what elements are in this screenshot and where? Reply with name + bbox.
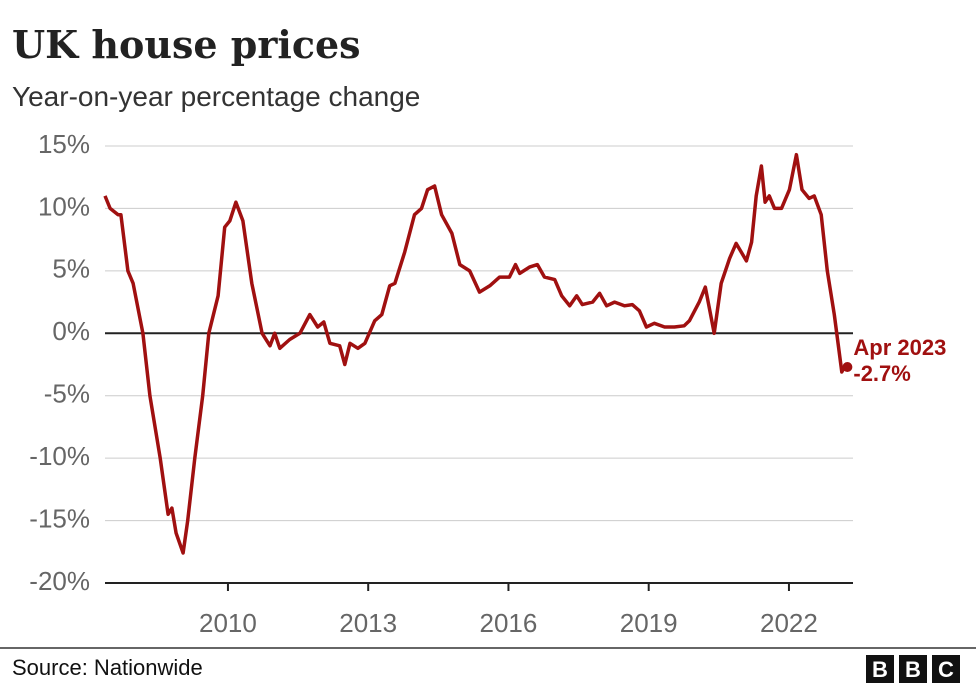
- end-point: [842, 361, 853, 372]
- logo-letter: B: [872, 657, 888, 682]
- x-tick-label: 2022: [760, 608, 818, 638]
- y-tick-label: -20%: [29, 566, 90, 596]
- bbc-logo: B B C: [866, 655, 960, 683]
- chart-subtitle: Year-on-year percentage change: [12, 81, 420, 112]
- end-value-label: -2.7%: [853, 361, 910, 386]
- y-tick-label: 5%: [52, 254, 90, 284]
- x-tick-label: 2016: [480, 608, 538, 638]
- x-tick-label: 2013: [339, 608, 397, 638]
- chart-title: UK house prices: [12, 22, 361, 67]
- logo-letter: C: [938, 657, 954, 682]
- logo-letter: B: [905, 657, 921, 682]
- y-tick-label: 15%: [38, 129, 90, 159]
- end-date-label: Apr 2023: [853, 335, 946, 360]
- x-tick-label: 2019: [620, 608, 678, 638]
- y-tick-label: -10%: [29, 441, 90, 471]
- source: Source: Nationwide: [12, 655, 203, 680]
- y-tick-label: 0%: [52, 316, 90, 346]
- line: [103, 152, 849, 555]
- y-tick-label: -15%: [29, 503, 90, 533]
- y-tick-label: -5%: [44, 379, 90, 409]
- y-tick-label: 10%: [38, 191, 90, 221]
- x-tick-label: 2010: [199, 608, 257, 638]
